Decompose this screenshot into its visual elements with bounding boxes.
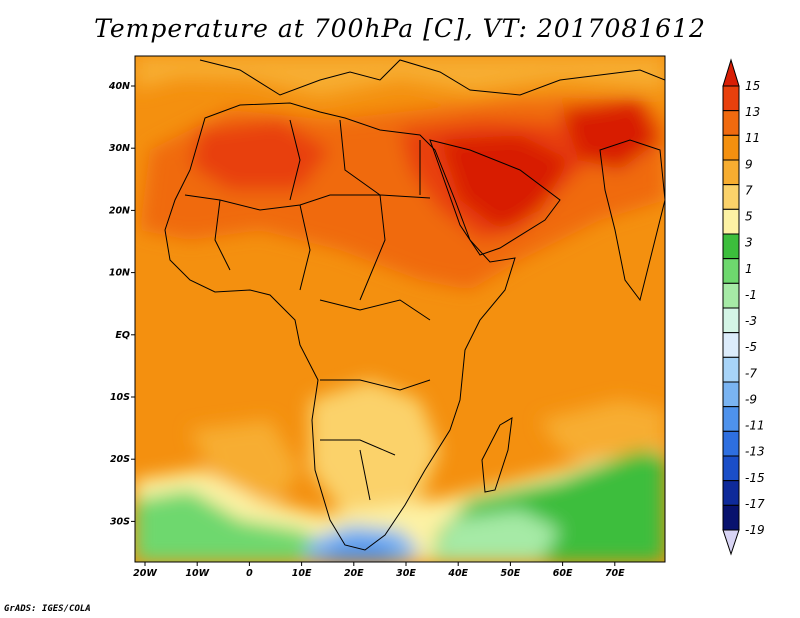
- plot-frame: [134, 55, 666, 563]
- colorbar-swatch: [722, 332, 740, 358]
- colorbar-label: 3: [745, 236, 753, 250]
- colorbar-bottom-arrow: [722, 529, 740, 556]
- colorbar-swatch: [722, 480, 740, 506]
- lon-label: 20W: [133, 568, 157, 579]
- colorbar-label: -13: [745, 445, 765, 459]
- colorbar-swatch: [722, 208, 740, 235]
- colorbar-label: -15: [745, 471, 765, 485]
- colorbar-swatch: [722, 282, 740, 309]
- colorbar-label: -1: [745, 288, 757, 302]
- lat-label: 40N: [108, 81, 130, 92]
- lon-label: 10W: [185, 568, 209, 579]
- colorbar: 15 13 11 9 7 5 3 1 -1 -3 -5 -7 -9 -11 -13 -15 -17 -19: [722, 58, 765, 556]
- colorbar-swatch: [722, 134, 740, 161]
- lat-label: EQ: [115, 330, 130, 341]
- colorbar-swatch: [722, 233, 740, 260]
- grads-credit: GrADS: IGES/COLA: [4, 604, 91, 614]
- colorbar-swatch: [722, 455, 740, 482]
- colorbar-label: 13: [745, 105, 760, 119]
- colorbar-label: 1: [745, 262, 753, 276]
- lon-label: 10E: [292, 568, 312, 579]
- lat-label: 10N: [109, 268, 130, 279]
- lat-label: 20S: [110, 454, 130, 465]
- lat-label: 20N: [109, 205, 130, 216]
- longitude-labels: 20W 10W 0 10E 20E 30E 40E 50E 60E 70E: [133, 562, 625, 579]
- colorbar-swatch: [722, 85, 740, 112]
- map-title: Temperature at 700hPa [C], VT: 201708161…: [94, 14, 706, 43]
- colorbar-label: 15: [745, 79, 760, 93]
- colorbar-swatch: [722, 184, 740, 210]
- latitude-labels: 40N 30N 20N 10N EQ 10S 20S 30S: [108, 81, 135, 527]
- lon-label: 70E: [605, 568, 625, 579]
- colorbar-swatch: [722, 406, 740, 432]
- lon-label: 50E: [501, 568, 521, 579]
- lon-label: 40E: [447, 568, 468, 579]
- lon-label: 20E: [344, 568, 364, 579]
- lon-label: 0: [246, 568, 253, 579]
- colorbar-label: -19: [745, 523, 765, 537]
- coastlines: [164, 59, 665, 551]
- colorbar-top-arrow: [722, 58, 740, 87]
- colorbar-label: -5: [745, 340, 757, 354]
- colorbar-swatch: [722, 307, 740, 334]
- colorbar-label: 7: [745, 183, 753, 197]
- colorbar-label: 9: [745, 157, 753, 171]
- lat-label: 30S: [110, 516, 130, 527]
- lon-label: 60E: [553, 568, 573, 579]
- lat-label: 10S: [110, 392, 130, 403]
- colorbar-label: 5: [745, 210, 753, 224]
- colorbar-label: -7: [745, 366, 757, 380]
- colorbar-label: -3: [745, 314, 757, 328]
- lat-label: 30N: [109, 143, 130, 154]
- temperature-field: [135, 56, 665, 562]
- colorbar-label: 11: [745, 131, 760, 145]
- colorbar-label: -11: [745, 419, 765, 433]
- colorbar-swatch: [722, 159, 740, 186]
- colorbar-swatch: [722, 430, 740, 457]
- lon-label: 30E: [396, 568, 416, 579]
- colorbar-swatch: [722, 110, 740, 136]
- colorbar-swatch: [722, 258, 740, 284]
- colorbar-swatch: [722, 381, 740, 408]
- colorbar-swatch: [722, 504, 740, 531]
- colorbar-label: -9: [745, 392, 757, 406]
- colorbar-swatch: [722, 356, 740, 383]
- colorbar-label: -17: [745, 497, 765, 511]
